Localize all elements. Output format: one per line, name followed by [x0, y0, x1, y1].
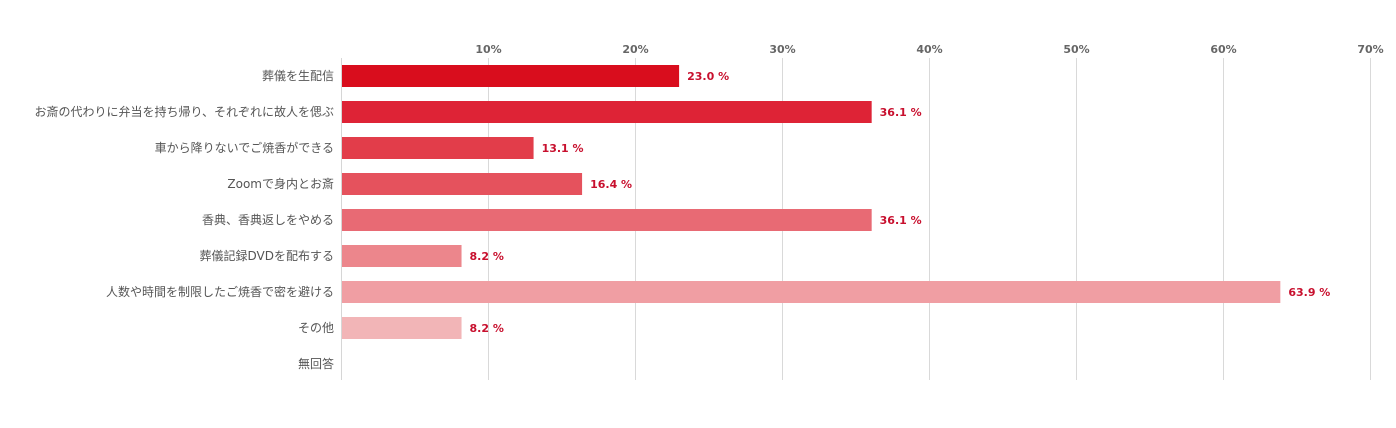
bar [342, 65, 680, 87]
bar [342, 173, 583, 195]
bars [342, 65, 1281, 339]
data-label: 63.9 % [1288, 286, 1330, 299]
category-label: 葬儀を生配信 [262, 69, 334, 83]
bar [342, 137, 534, 159]
category-label: 無回答 [298, 356, 334, 371]
data-label: 8.2 % [470, 250, 504, 263]
data-label: 36.1 % [880, 106, 922, 119]
data-label: 8.2 % [470, 322, 504, 335]
category-label: その他 [298, 321, 334, 335]
category-label: お斎の代わりに弁当を持ち帰り、それぞれに故人を偲ぶ [34, 104, 334, 119]
bar [342, 245, 462, 267]
x-tick-label: 10% [475, 43, 501, 56]
bar [342, 317, 462, 339]
category-label: 葬儀記録DVDを配布する [200, 248, 334, 263]
bar [342, 281, 1281, 303]
bar [342, 101, 872, 123]
x-tick-label: 30% [769, 43, 795, 56]
data-label: 23.0 % [687, 70, 729, 83]
category-label: 香典、香典返しをやめる [202, 213, 334, 227]
data-label: 36.1 % [880, 214, 922, 227]
bar [342, 209, 872, 231]
x-tick-label: 70% [1357, 43, 1383, 56]
x-axis-ticks: 10% 20% 30% 40% 50% 60% 70% [475, 43, 1383, 56]
category-label: Zoomで身内とお斎 [227, 176, 334, 191]
x-tick-label: 50% [1063, 43, 1089, 56]
value-labels: 23.0 % 36.1 % 13.1 % 16.4 % 36.1 % 8.2 % 63.9 … [470, 70, 1331, 335]
category-label: 車から降りないでご焼香ができる [155, 140, 334, 155]
category-label: 人数や時間を制限したご焼香で密を避ける [106, 284, 334, 299]
x-tick-label: 20% [622, 43, 648, 56]
x-tick-label: 40% [916, 43, 942, 56]
category-labels: 葬儀を生配信お斎の代わりに弁当を持ち帰り、それぞれに故人を偲ぶ車から降りないでご… [34, 69, 334, 371]
x-tick-label: 60% [1210, 43, 1236, 56]
data-label: 13.1 % [542, 142, 584, 155]
data-label: 16.4 % [590, 178, 632, 191]
